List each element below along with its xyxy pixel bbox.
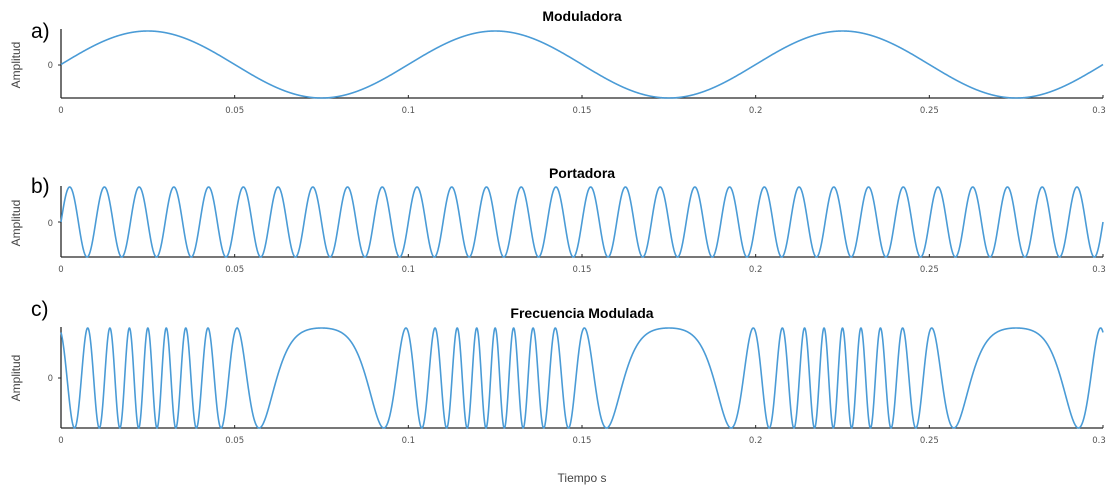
x-tick-label: 0.25 [920, 106, 939, 116]
x-tick-label: 0.15 [573, 265, 592, 275]
y-tick-label-zero: 0 [48, 219, 53, 229]
x-tick-label: 0.3 [1092, 106, 1106, 116]
x-tick-label: 0.1 [402, 106, 416, 116]
x-tick-label: 0.3 [1092, 265, 1106, 275]
x-ticks-frecuencia-modulada: 0 0.05 0.1 0.15 0.2 0.25 0.3 [58, 425, 1106, 446]
x-tick-label: 0.1 [402, 436, 416, 446]
x-tick-label: 0.3 [1092, 436, 1106, 446]
x-tick-label: 0.1 [402, 265, 416, 275]
y-tick-label-zero: 0 [48, 61, 53, 71]
x-tick-label: 0.25 [920, 436, 939, 446]
panel-label-c: c) [31, 298, 49, 321]
series-line-portadora [60, 186, 1104, 258]
x-tick-label: 0.05 [225, 436, 244, 446]
series-line-frecuencia-modulada [60, 327, 1104, 429]
x-tick-label: 0.05 [225, 106, 244, 116]
chart-title-frecuencia-modulada: Frecuencia Modulada [510, 305, 653, 321]
chart-title-portadora: Portadora [549, 165, 615, 181]
x-tick-label: 0.2 [749, 106, 763, 116]
x-tick-label: 0 [58, 106, 63, 116]
panel-label-b: b) [31, 175, 50, 198]
x-tick-label: 0.2 [749, 265, 763, 275]
panel-frecuencia-modulada: c) Frecuencia Modulada Amplitud 0 0 0.05 0… [9, 298, 1106, 485]
panel-moduladora: a) Moduladora Amplitud 0 0 0.05 0.1 0.15 0.2… [9, 8, 1106, 116]
x-tick-label: 0.15 [573, 106, 592, 116]
y-axis-label-frecuencia-modulada: Amplitud [9, 355, 23, 402]
x-tick-label: 0.25 [920, 265, 939, 275]
x-tick-label: 0.2 [749, 436, 763, 446]
chart-title-moduladora: Moduladora [542, 8, 622, 24]
y-tick-label-zero: 0 [48, 374, 53, 384]
y-axis-label-moduladora: Amplitud [9, 42, 23, 89]
x-tick-label: 0 [58, 436, 63, 446]
x-tick-label: 0.05 [225, 265, 244, 275]
panel-label-a: a) [31, 20, 50, 43]
panel-portadora: b) Portadora Amplitud 0 0 0.05 0.1 0.15 0.2 0… [9, 165, 1106, 275]
x-tick-label: 0.15 [573, 436, 592, 446]
x-ticks-portadora: 0 0.05 0.1 0.15 0.2 0.25 0.3 [58, 254, 1106, 275]
x-ticks-moduladora: 0 0.05 0.1 0.15 0.2 0.25 0.3 [58, 95, 1106, 116]
x-tick-label: 0 [58, 265, 63, 275]
series-line-moduladora [60, 30, 1104, 99]
y-axis-label-portadora: Amplitud [9, 200, 23, 247]
x-axis-label: Tiempo s [558, 471, 607, 485]
